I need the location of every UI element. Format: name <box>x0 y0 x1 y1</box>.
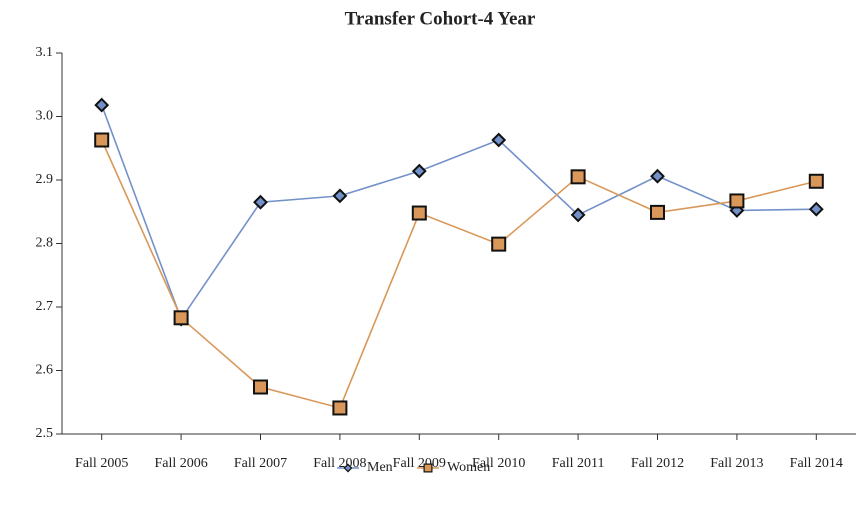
data-point <box>650 168 665 184</box>
data-point <box>570 169 586 185</box>
series-line <box>100 104 817 321</box>
data-point <box>253 379 268 395</box>
data-point <box>491 132 507 148</box>
x-tick-label: Fall 2008 <box>313 456 366 471</box>
x-tick-label: Fall 2010 <box>472 456 525 471</box>
x-tick-label: Fall 2006 <box>154 456 207 471</box>
data-point <box>332 188 348 204</box>
data-point <box>808 173 824 189</box>
y-tick-label: 2.5 <box>36 426 54 441</box>
y-tick-label: 2.6 <box>36 363 54 378</box>
chart-title: Transfer Cohort-4 Year <box>345 8 536 29</box>
x-tick-label: Fall 2014 <box>790 456 843 471</box>
data-point <box>650 204 665 220</box>
series-line <box>100 139 817 409</box>
data-point <box>491 236 507 252</box>
x-tick-label: Fall 2011 <box>552 456 605 471</box>
legend-marker <box>423 463 433 473</box>
data-point <box>173 310 189 326</box>
x-tick-label: Fall 2013 <box>710 456 763 471</box>
data-point <box>808 201 824 217</box>
data-point <box>94 97 110 113</box>
x-tick-label: Fall 2009 <box>393 456 446 471</box>
x-tick-label: Fall 2007 <box>234 456 287 471</box>
legend-label: Men <box>367 460 393 475</box>
legend-label: Women <box>447 460 490 475</box>
data-point <box>729 193 745 209</box>
x-tick-label: Fall 2005 <box>75 456 128 471</box>
legend-marker <box>343 463 353 473</box>
data-point <box>570 207 586 223</box>
data-point <box>411 163 427 179</box>
data-point <box>411 205 427 221</box>
y-tick-label: 2.9 <box>36 172 54 187</box>
data-point <box>332 400 348 416</box>
x-tick-label: Fall 2012 <box>631 456 684 471</box>
y-tick-label: 3.0 <box>36 109 54 124</box>
data-point <box>94 132 110 148</box>
y-tick-label: 2.8 <box>36 236 54 251</box>
data-point <box>253 194 268 210</box>
y-tick-label: 2.7 <box>36 299 54 314</box>
y-tick-label: 3.1 <box>36 45 54 60</box>
